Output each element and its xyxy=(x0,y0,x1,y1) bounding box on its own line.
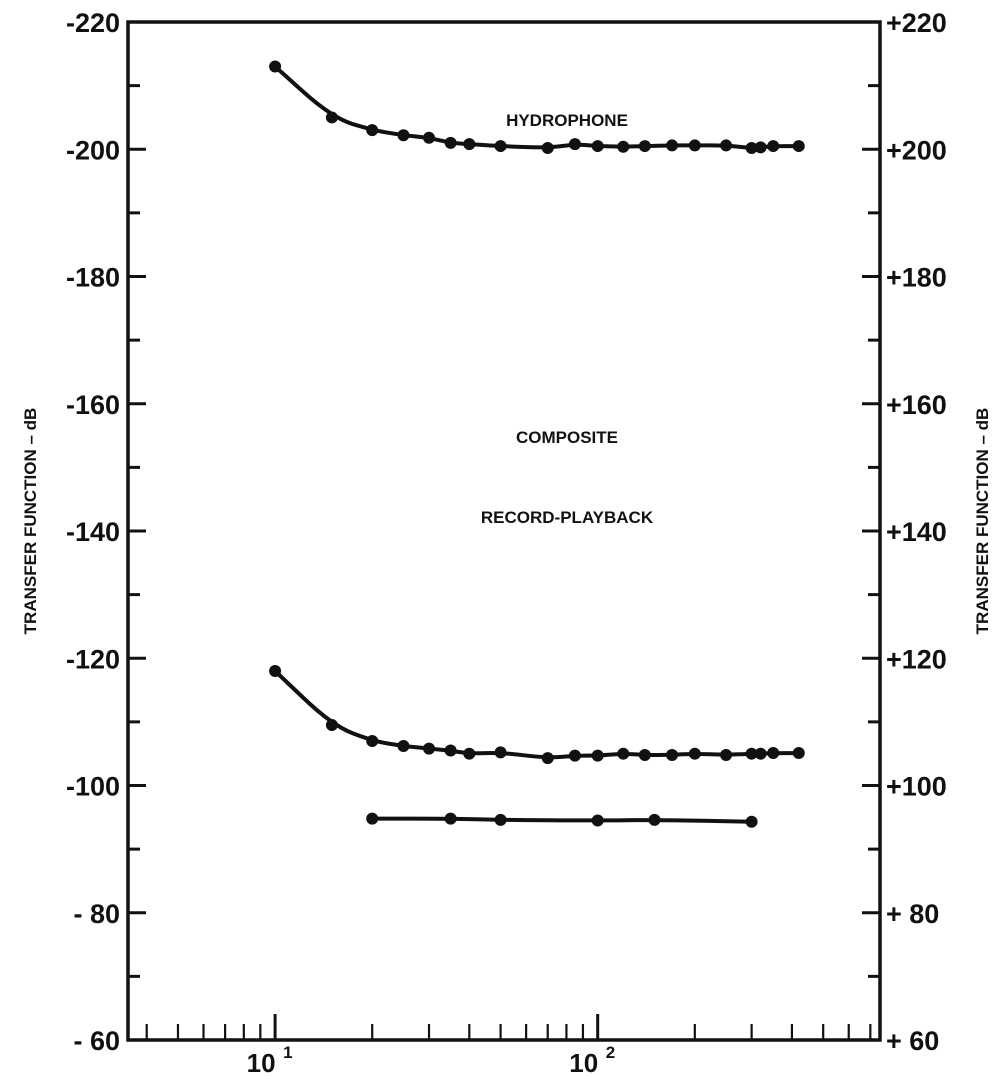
series-layer xyxy=(269,60,805,828)
data-point xyxy=(745,747,758,760)
series-line xyxy=(273,669,801,760)
y-left-tick-label: -180 xyxy=(66,263,120,293)
data-point xyxy=(638,748,651,761)
data-point xyxy=(688,139,701,152)
y-left-tick-label: -200 xyxy=(66,135,120,165)
axes xyxy=(126,20,882,1042)
y-right-tick-label: +140 xyxy=(886,517,947,547)
data-point xyxy=(720,748,733,761)
data-point xyxy=(366,812,379,825)
data-point xyxy=(591,749,604,762)
data-point xyxy=(767,747,780,760)
data-point xyxy=(397,129,410,142)
data-point xyxy=(444,812,457,825)
data-point xyxy=(568,749,581,762)
data-point xyxy=(541,141,554,154)
series-record-playback xyxy=(366,812,758,828)
y-right-tick-label: +120 xyxy=(886,644,947,674)
data-point xyxy=(423,742,436,755)
y-left-tick-label: - 80 xyxy=(73,899,120,929)
series-label: HYDROPHONE xyxy=(506,111,628,130)
x-tick-label: 10 xyxy=(569,1048,598,1076)
data-point xyxy=(591,814,604,827)
y-right-tick-label: +160 xyxy=(886,390,947,420)
data-point xyxy=(269,60,282,73)
y-left-tick-label: -140 xyxy=(66,517,120,547)
x-tick-exponent: 2 xyxy=(606,1043,615,1062)
data-point xyxy=(688,747,701,760)
data-point xyxy=(638,140,651,153)
data-point xyxy=(366,124,379,137)
labels: -220 -200 -180 -160 -140 -120 -100 - 80 - 60 +220… xyxy=(21,8,992,1076)
ticks xyxy=(128,20,880,1042)
series-label: RECORD-PLAYBACK xyxy=(481,508,654,527)
data-point xyxy=(745,815,758,828)
data-point xyxy=(666,139,679,152)
data-point xyxy=(720,139,733,152)
y-left-tick-label: - 60 xyxy=(73,1026,120,1056)
y-right-tick-label: + 60 xyxy=(886,1026,939,1056)
data-point xyxy=(269,664,282,677)
y-right-tick-label: + 80 xyxy=(886,899,939,929)
series-line xyxy=(370,816,754,824)
data-point xyxy=(463,138,476,151)
x-tick-label: 10 xyxy=(247,1048,276,1076)
data-point xyxy=(494,746,507,759)
y-left-tick-label: -220 xyxy=(66,8,120,38)
data-point xyxy=(666,748,679,761)
data-point xyxy=(325,719,338,732)
data-point xyxy=(325,111,338,124)
data-point xyxy=(617,747,630,760)
data-point xyxy=(494,140,507,153)
data-point xyxy=(444,744,457,757)
y-right-tick-label: +180 xyxy=(886,263,947,293)
data-point xyxy=(444,136,457,149)
data-point xyxy=(463,747,476,760)
y-left-tick-label: -120 xyxy=(66,644,120,674)
data-point xyxy=(617,140,630,153)
data-point xyxy=(568,138,581,151)
data-point xyxy=(792,140,805,153)
x-tick-exponent: 1 xyxy=(283,1043,292,1062)
series-composite xyxy=(269,664,805,765)
data-point xyxy=(745,141,758,154)
y-right-tick-label: +220 xyxy=(886,8,947,38)
series-label: COMPOSITE xyxy=(516,428,618,447)
data-point xyxy=(792,747,805,760)
series-hydrophone xyxy=(269,60,805,154)
data-point xyxy=(767,140,780,153)
y-left-tick-label: -160 xyxy=(66,390,120,420)
data-point xyxy=(423,131,436,144)
data-point xyxy=(366,734,379,747)
y-right-tick-label: +100 xyxy=(886,772,947,802)
data-point xyxy=(648,813,661,826)
data-point xyxy=(541,752,554,765)
data-point xyxy=(591,140,604,153)
series-line xyxy=(273,64,801,150)
y-right-axis-title: TRANSFER FUNCTION – dB xyxy=(973,408,992,635)
plot-frame xyxy=(126,20,882,1042)
data-point xyxy=(754,747,767,760)
y-right-tick-label: +200 xyxy=(886,135,947,165)
data-point xyxy=(494,813,507,826)
data-point xyxy=(397,740,410,753)
y-left-tick-label: -100 xyxy=(66,772,120,802)
data-point xyxy=(754,141,767,154)
y-left-axis-title: TRANSFER FUNCTION – dB xyxy=(21,408,40,635)
